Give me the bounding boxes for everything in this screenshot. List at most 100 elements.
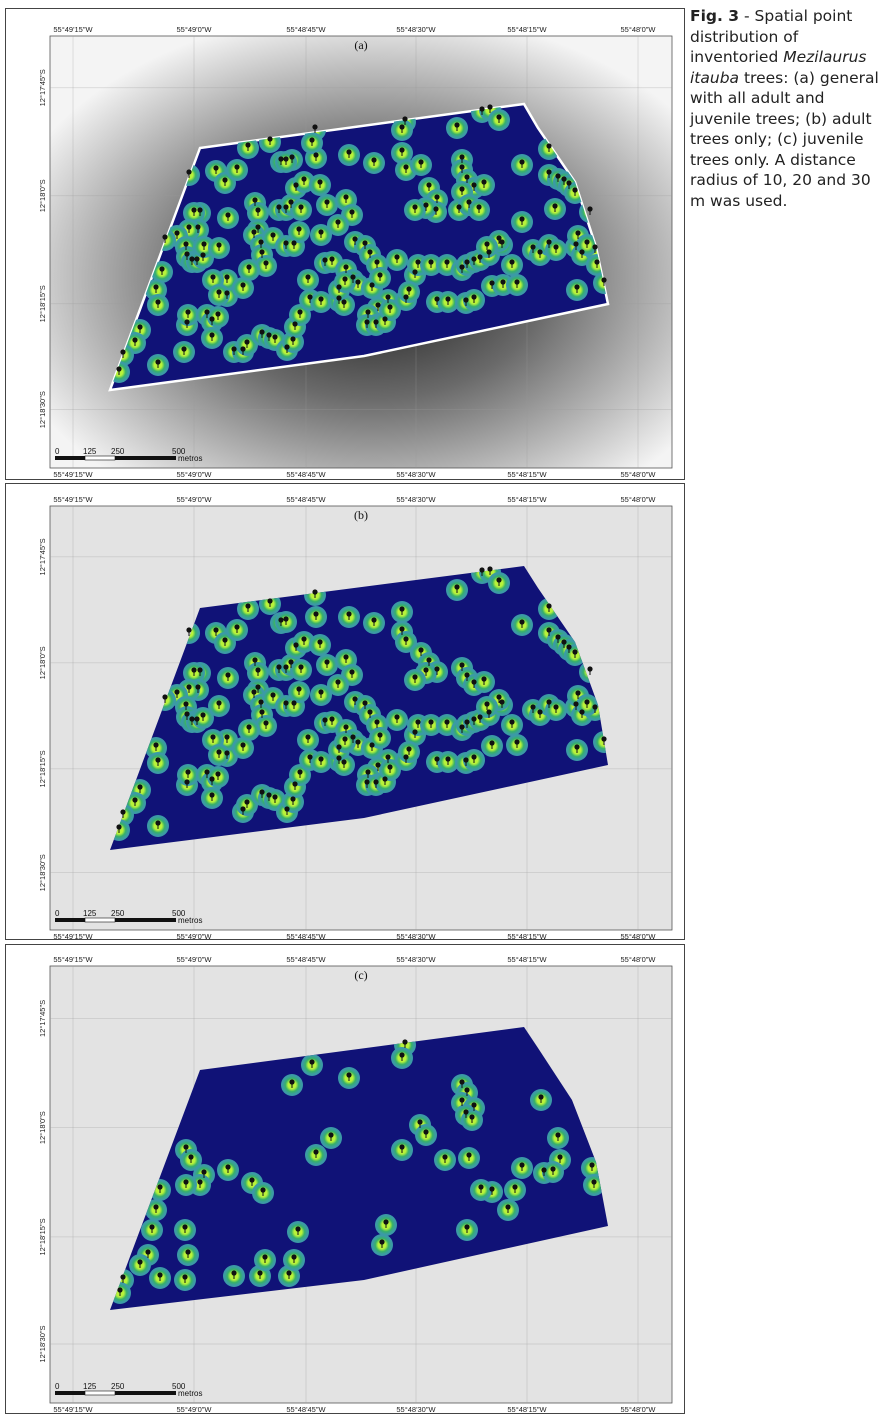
bottom-tick-label: 55°48'0"W [620, 470, 656, 479]
caption-text-after: trees: (a) general with all adult and ju… [690, 68, 879, 210]
tree-icon [213, 627, 219, 636]
tree-icon [200, 712, 206, 721]
tree-icon [312, 589, 318, 598]
tree-icon [426, 182, 432, 191]
tree-icon [546, 603, 552, 612]
tree-icon [153, 284, 159, 293]
tree-icon [402, 116, 408, 125]
tree-icon [283, 204, 289, 213]
tree-icon [336, 295, 342, 304]
tree-icon [375, 762, 381, 771]
tree-icon [210, 734, 216, 743]
tree-icon [530, 244, 536, 253]
top-tick-label: 55°49'15"W [53, 955, 93, 964]
tree-icon [464, 672, 470, 681]
tree-icon [418, 159, 424, 168]
tree-icon [434, 296, 440, 305]
tree-icon [434, 756, 440, 765]
tree-icon [240, 806, 246, 815]
tree-icon [456, 204, 462, 213]
tree-icon [555, 1132, 561, 1141]
tree-icon [246, 264, 252, 273]
tree-icon [224, 274, 230, 283]
left-tick-label: 12°18'15"S [38, 1218, 47, 1255]
tree-icon [343, 654, 349, 663]
tree-icon [471, 182, 477, 191]
tree-icon [412, 729, 418, 738]
tree-icon [572, 649, 578, 658]
map-panel-c: (c) 55°49'15"W 55°49'0"W 55°48'45"W 55°48'30… [5, 944, 685, 1414]
tree-icon [463, 757, 469, 766]
top-tick-label: 55°49'15"W [53, 25, 93, 34]
tree-icon [464, 259, 470, 268]
tree-icon [364, 779, 370, 788]
tree-icon [478, 1184, 484, 1193]
tree-icon [434, 666, 440, 675]
tree-icon [399, 147, 405, 156]
tree-icon [283, 664, 289, 673]
scale-bar-unit: metros [178, 916, 202, 925]
tree-icon [481, 676, 487, 685]
tree-icon [573, 701, 579, 710]
scale-bar-label: 250 [111, 909, 125, 918]
left-tick-label: 12°18'15"S [38, 285, 47, 322]
tree-icon [403, 636, 409, 645]
tree-icon [373, 319, 379, 328]
tree-icon [313, 611, 319, 620]
tree-icon [215, 311, 221, 320]
tree-icon [374, 259, 380, 268]
tree-icon [349, 669, 355, 678]
tree-icon [566, 180, 572, 189]
tree-icon [574, 744, 580, 753]
tree-icon [197, 1179, 203, 1188]
tree-icon [426, 657, 432, 666]
tree-icon [174, 230, 180, 239]
tree-icon [186, 627, 192, 636]
tree-icon [464, 719, 470, 728]
tree-icon [444, 719, 450, 728]
tree-icon [186, 684, 192, 693]
tree-markers [116, 566, 607, 833]
tree-icon [185, 769, 191, 778]
tree-icon [216, 749, 222, 758]
tree-icon [297, 309, 303, 318]
tree-icon [222, 177, 228, 186]
tree-icon [155, 757, 161, 766]
tree-icon [561, 176, 567, 185]
tree-icon [162, 234, 168, 243]
tree-icon [290, 336, 296, 345]
tree-icon [412, 269, 418, 278]
tree-icon [240, 346, 246, 355]
tree-icon [185, 309, 191, 318]
tree-icon [184, 251, 190, 260]
top-tick-label: 55°48'45"W [286, 495, 326, 504]
tree-icon [266, 332, 272, 341]
tree-icon [601, 736, 607, 745]
tree-icon [195, 684, 201, 693]
tree-icon [496, 577, 502, 586]
tree-icon [252, 197, 258, 206]
bottom-tick-label: 55°49'0"W [176, 470, 212, 479]
left-tick-label: 12°18'30"S [38, 391, 47, 428]
bottom-tick-label: 55°48'15"W [507, 932, 547, 940]
tree-icon [369, 282, 375, 291]
tree-icon [157, 1184, 163, 1193]
tree-icon [289, 1079, 295, 1088]
tree-icon [215, 771, 221, 780]
scale-bar-label: 125 [83, 1382, 97, 1391]
tree-icon [459, 724, 465, 733]
tree-icon [415, 259, 421, 268]
tree-icon [224, 734, 230, 743]
tree-icon [594, 259, 600, 268]
tree-icon [329, 716, 335, 725]
tree-icon [305, 274, 311, 283]
tree-icon [231, 346, 237, 355]
tree-icon [459, 164, 465, 173]
panel-label: (b) [354, 508, 368, 522]
tree-icon [291, 240, 297, 249]
tree-icon [155, 299, 161, 308]
tree-icon [412, 204, 418, 213]
tree-icon [352, 236, 358, 245]
tree-icon [336, 284, 342, 293]
tree-icon [454, 122, 460, 131]
